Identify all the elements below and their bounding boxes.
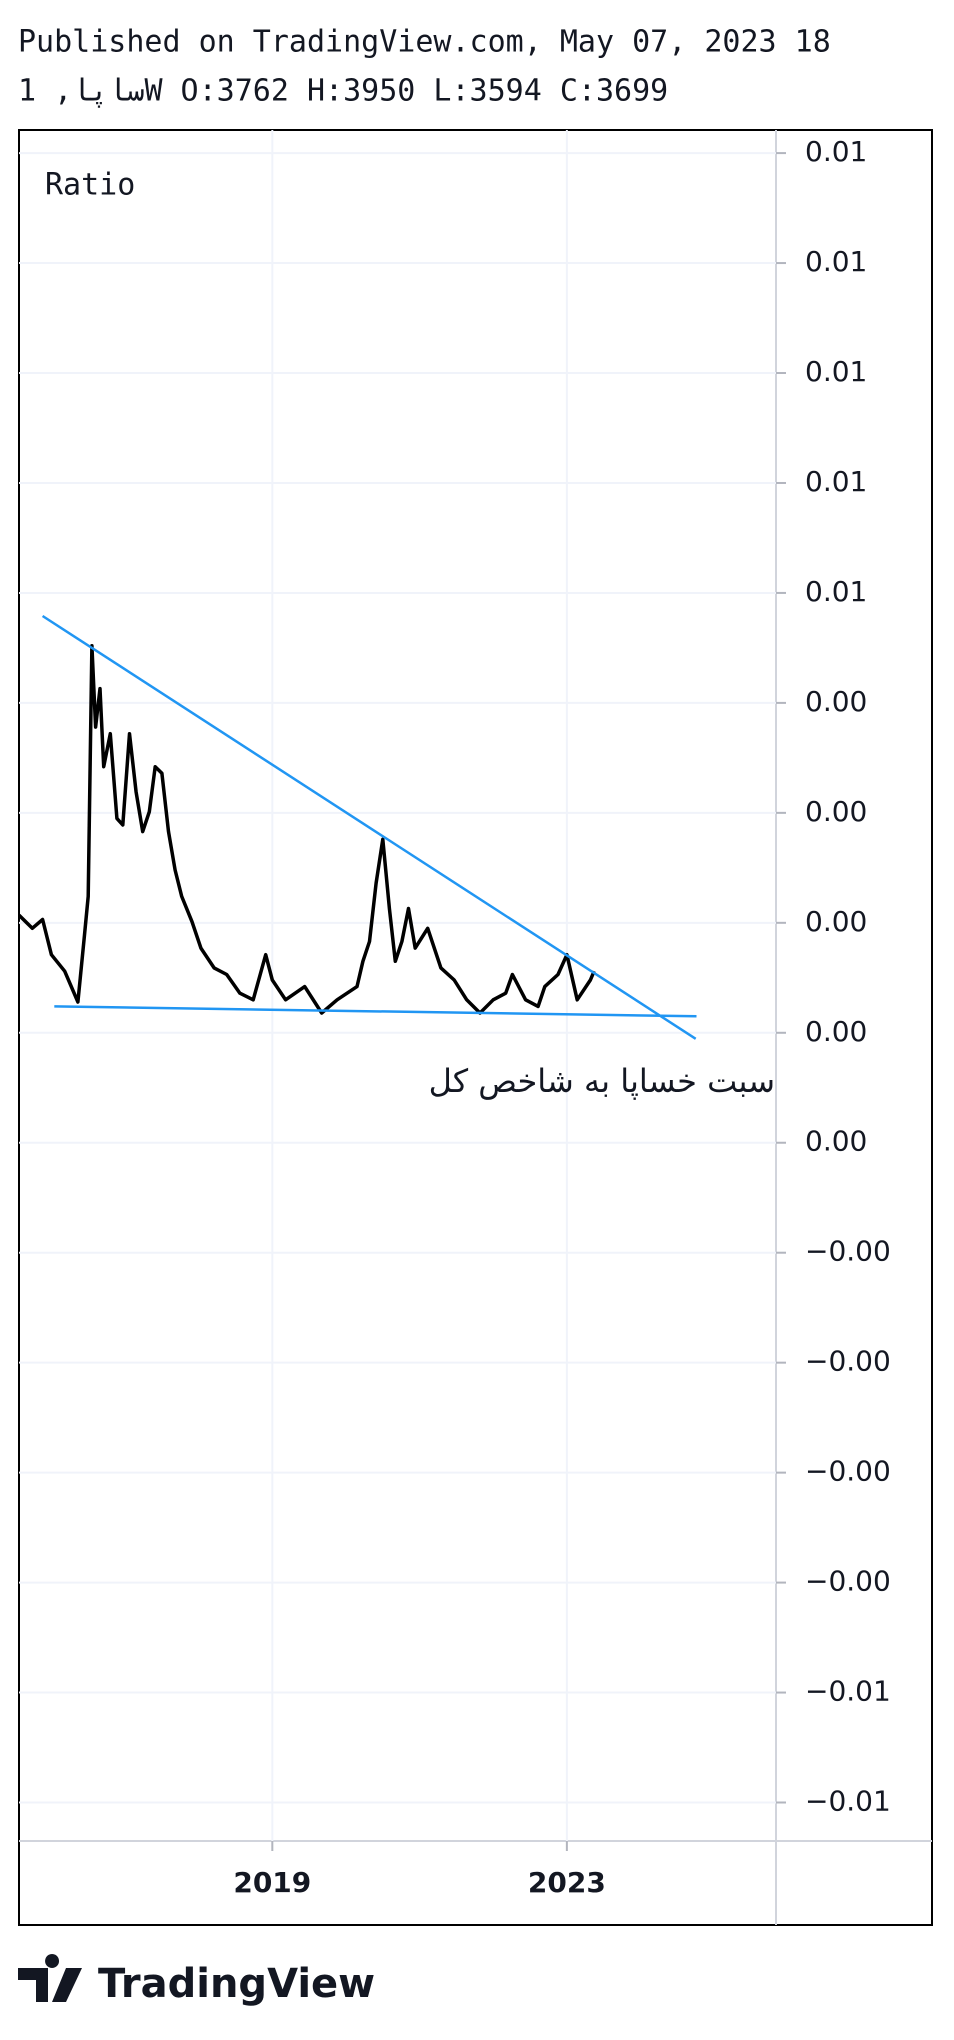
annotation: سبت خساپا به شاخص کل <box>429 1062 775 1100</box>
y-tick-label: −0.00 <box>805 1345 891 1378</box>
chart-subtitle: ساپا, 1W O:3762 H:3950 L:3594 C:3699 <box>18 74 668 109</box>
y-tick-label: 0.00 <box>805 1015 867 1048</box>
trend-line <box>54 1005 697 1018</box>
y-tick-label: −0.01 <box>805 1675 891 1708</box>
y-tick-label: 0.01 <box>805 575 867 608</box>
y-tick-label: 0.01 <box>805 135 867 168</box>
y-tick-label: 0.01 <box>805 465 867 498</box>
y-tick-label: −0.01 <box>805 1785 891 1818</box>
y-tick-label: 0.00 <box>805 795 867 828</box>
y-tick-label: 0.01 <box>805 245 867 278</box>
y-tick-label: 0.00 <box>805 1125 867 1158</box>
y-tick-label: −0.00 <box>805 1455 891 1488</box>
pane-label: Ratio <box>45 168 135 203</box>
y-tick-label: 0.01 <box>805 355 867 388</box>
chart-frame <box>18 129 933 1926</box>
y-tick-label: 0.00 <box>805 685 867 718</box>
trend-line <box>41 614 697 1040</box>
y-tick-label: −0.00 <box>805 1235 891 1268</box>
y-tick-label: −0.00 <box>805 1565 891 1598</box>
x-tick-label: 2023 <box>528 1866 606 1899</box>
brand: TradingView <box>98 1961 375 2007</box>
logo-icon <box>18 1954 82 2002</box>
data-line <box>19 643 596 1015</box>
plot-area: سبت خساپا به شاخص کل <box>19 130 776 1841</box>
x-tick-label: 2019 <box>233 1866 311 1899</box>
chart-title: Published on TradingView.com, May 07, 20… <box>18 25 831 60</box>
y-tick-label: 0.00 <box>805 905 867 938</box>
